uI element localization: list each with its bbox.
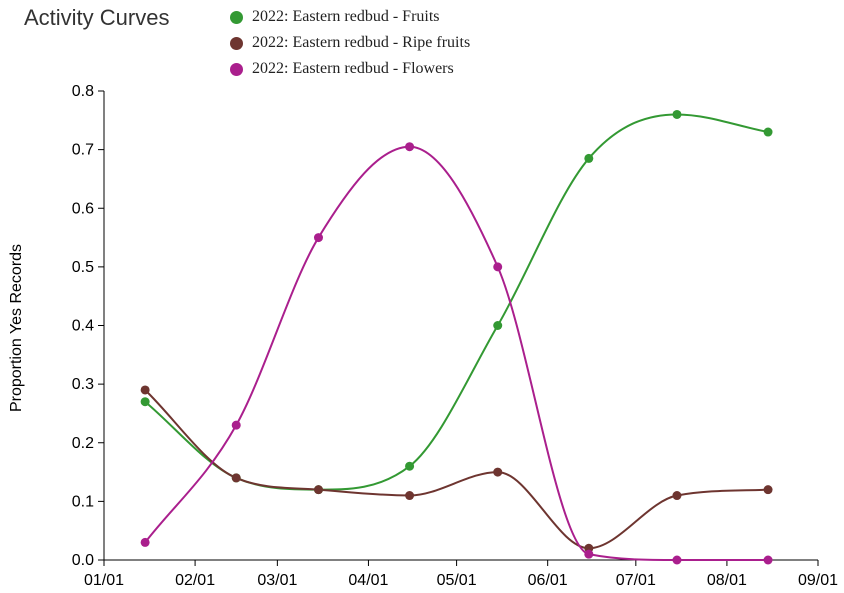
data-point-ripe-fruits: [405, 491, 415, 501]
x-tick-label: 01/01: [84, 572, 124, 589]
legend-label-ripe-fruits: 2022: Eastern redbud - Ripe fruits: [252, 34, 471, 51]
y-tick-label: 0.1: [72, 493, 94, 510]
axes: 0.0 0.1 0.2 0.3 0.4 0.5 0.6 0.7 0.8 01/01 02/01 03/…: [72, 83, 838, 589]
data-point-ripe-fruits: [140, 385, 150, 395]
y-tick-label: 0.7: [72, 142, 94, 159]
data-point-flowers: [493, 262, 503, 272]
chart-title: Activity Curves: [24, 5, 170, 30]
y-tick-label: 0.3: [72, 376, 94, 393]
y-tick-label: 0.2: [72, 435, 94, 452]
data-point-flowers: [313, 233, 323, 243]
data-point-fruits: [405, 461, 415, 471]
legend: 2022: Eastern redbud - Fruits 2022: East…: [230, 4, 470, 82]
y-tick-label: 0.0: [72, 552, 94, 569]
x-tick-label: 09/01: [798, 572, 838, 589]
series-line-ripe-fruits: [144, 389, 769, 550]
data-point-ripe-fruits: [313, 485, 323, 495]
data-point-fruits: [493, 321, 503, 330]
y-axis-title: Proportion Yes Records: [8, 244, 25, 412]
data-point-ripe-fruits: [672, 491, 682, 501]
series-line-fruits: [144, 113, 769, 491]
legend-item-ripe-fruits[interactable]: 2022: Eastern redbud - Ripe fruits: [230, 30, 470, 56]
legend-label-fruits: 2022: Eastern redbud - Fruits: [252, 8, 440, 25]
x-tick-label: 02/01: [175, 572, 215, 589]
legend-item-flowers[interactable]: 2022: Eastern redbud - Flowers: [230, 56, 470, 82]
legend-label-flowers: 2022: Eastern redbud - Flowers: [252, 60, 454, 77]
y-tick-label: 0.4: [72, 318, 94, 335]
data-point-fruits: [672, 109, 682, 119]
y-tick-label: 0.8: [72, 83, 94, 100]
data-point-flowers: [140, 537, 150, 547]
x-tick-label: 08/01: [707, 572, 747, 589]
x-tick-label: 05/01: [437, 572, 477, 589]
data-point-flowers: [763, 555, 773, 565]
x-tick-label: 03/01: [257, 572, 297, 589]
data-point-ripe-fruits: [493, 467, 503, 477]
legend-swatch-flowers: [230, 62, 243, 76]
data-point-ripe-fruits: [763, 485, 773, 495]
y-tick-label: 0.5: [72, 259, 94, 276]
x-tick-label: 06/01: [528, 572, 568, 589]
x-tick-label: 07/01: [616, 572, 656, 589]
legend-swatch-ripe-fruits: [230, 36, 243, 50]
series-line-flowers: [144, 145, 769, 562]
data-point-fruits: [763, 127, 773, 137]
legend-item-fruits[interactable]: 2022: Eastern redbud - Fruits: [230, 4, 470, 30]
x-tick-label: 04/01: [348, 572, 388, 589]
series-layer: [140, 109, 773, 565]
data-point-fruits: [140, 397, 150, 407]
data-point-flowers: [584, 549, 594, 559]
data-point-flowers: [672, 555, 682, 565]
data-point-fruits: [584, 153, 594, 163]
data-point-flowers: [405, 142, 415, 152]
y-tick-label: 0.6: [72, 200, 94, 217]
data-point-flowers: [231, 420, 241, 430]
legend-swatch-fruits: [230, 10, 243, 24]
data-point-ripe-fruits: [231, 473, 241, 483]
